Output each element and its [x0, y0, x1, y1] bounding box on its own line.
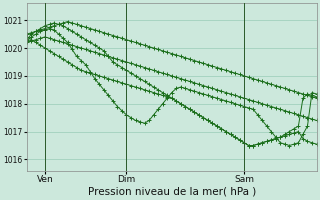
X-axis label: Pression niveau de la mer( hPa ): Pression niveau de la mer( hPa ) [88, 187, 256, 197]
